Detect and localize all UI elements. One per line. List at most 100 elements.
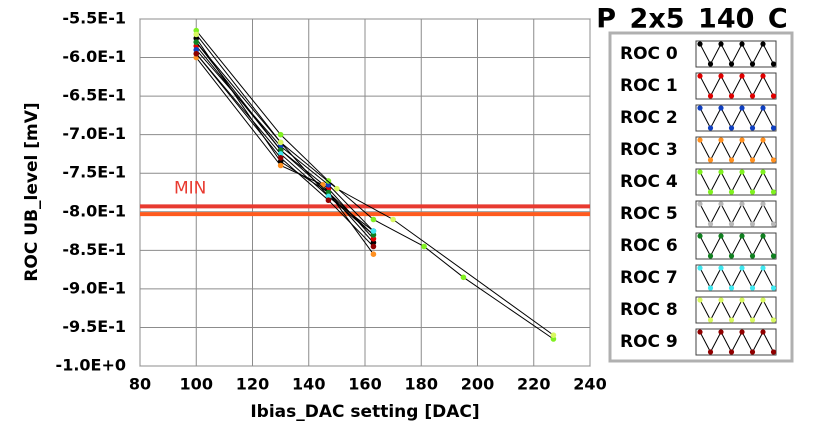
data-point	[193, 39, 200, 45]
legend-label: ROC 6	[620, 236, 678, 256]
data-point	[320, 181, 326, 188]
x-tick-label: 200	[461, 375, 494, 394]
legend-marker	[770, 253, 777, 259]
legend-line	[699, 266, 774, 290]
legend-line	[699, 202, 774, 226]
legend-marker	[760, 265, 766, 271]
data-point	[193, 31, 200, 38]
legend-marker	[728, 189, 735, 195]
legend-marker	[739, 233, 745, 239]
legend-line	[699, 234, 774, 258]
legend-marker	[718, 105, 724, 111]
y-tick-label: -1.0E+0	[56, 356, 126, 375]
x-tick-label: 180	[405, 375, 438, 394]
legend-marker	[760, 137, 766, 143]
legend-marker	[728, 349, 735, 355]
legend-marker	[739, 265, 745, 271]
legend-marker	[718, 329, 724, 335]
y-tick-label: -9.5E-1	[62, 317, 126, 336]
legend-marker	[749, 317, 756, 323]
data-point	[325, 197, 332, 204]
legend-marker	[718, 137, 724, 143]
series-line	[195, 41, 374, 236]
legend-label: ROC 5	[620, 204, 678, 224]
legend-marker	[707, 61, 714, 67]
legend-marker	[770, 125, 777, 131]
legend-label: ROC 7	[620, 268, 678, 288]
legend-marker	[697, 201, 703, 207]
legend-marker	[707, 221, 714, 227]
legend-marker	[718, 41, 724, 47]
legend-marker	[718, 169, 724, 175]
data-point	[193, 50, 200, 57]
y-tick-label: -6.0E-1	[62, 47, 126, 66]
legend-line	[699, 74, 774, 98]
legend-marker	[718, 297, 724, 303]
data-point	[193, 27, 200, 34]
legend-marker	[697, 329, 703, 335]
legend-marker	[739, 297, 745, 303]
y-tick-label: -7.5E-1	[62, 163, 126, 182]
legend-marker	[697, 297, 703, 303]
x-tick-label: 240	[573, 375, 606, 394]
legend-marker	[770, 189, 777, 195]
y-tick-label: -9.0E-1	[62, 278, 126, 297]
legend-marker	[760, 41, 766, 47]
legend-marker	[697, 41, 703, 47]
data-point	[277, 131, 284, 138]
x-tick-label: 140	[292, 375, 325, 394]
annotation: MIN	[174, 178, 206, 198]
data-point	[370, 251, 377, 257]
legend-marker	[770, 349, 777, 355]
legend-marker	[739, 201, 745, 207]
legend-marker	[739, 137, 745, 143]
data-point	[325, 189, 332, 196]
legend-line	[699, 298, 774, 322]
legend-marker	[770, 61, 777, 67]
x-tick-label: 220	[517, 375, 550, 394]
data-point	[370, 232, 377, 238]
legend-marker	[718, 201, 724, 207]
legend-marker	[770, 285, 777, 291]
y-tick-label: -5.5E-1	[62, 9, 126, 28]
series-line	[195, 37, 374, 243]
legend-marker	[760, 233, 766, 239]
legend-marker	[697, 265, 703, 271]
legend-marker	[718, 265, 724, 271]
legend-line	[699, 330, 774, 354]
legend-marker	[760, 73, 766, 79]
legend-label: ROC 2	[620, 108, 678, 128]
series-line	[195, 49, 374, 232]
legend-marker	[697, 73, 703, 79]
legend-label: ROC 8	[620, 300, 678, 320]
legend-marker	[697, 233, 703, 239]
legend-marker	[707, 253, 714, 259]
legend-marker	[707, 125, 714, 131]
data-point	[460, 274, 467, 281]
legend-label: ROC 3	[620, 140, 678, 160]
legend-marker	[739, 329, 745, 335]
x-tick-label: 100	[180, 375, 213, 394]
legend-marker	[728, 61, 735, 67]
data-point	[277, 147, 284, 153]
legend-marker	[697, 137, 703, 143]
legend-marker	[749, 189, 756, 195]
legend-marker	[697, 169, 703, 175]
legend-label: ROC 4	[620, 172, 678, 192]
legend-marker	[697, 105, 703, 111]
data-point	[390, 216, 396, 223]
data-point	[550, 336, 557, 342]
data-point	[370, 235, 377, 242]
series-line	[195, 57, 374, 255]
legend-marker	[749, 221, 756, 227]
legend-marker	[749, 157, 756, 163]
data-point	[370, 243, 377, 250]
legend-line	[699, 42, 774, 66]
legend-marker	[760, 297, 766, 303]
data-point	[277, 155, 284, 161]
legend-marker	[728, 157, 735, 163]
legend-marker	[707, 157, 714, 163]
chart-title: P_2x5_140_C	[596, 4, 787, 35]
legend-marker	[770, 221, 777, 227]
